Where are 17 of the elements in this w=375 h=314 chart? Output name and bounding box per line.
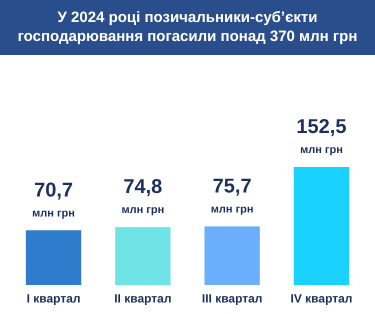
annotation: млн грн — [300, 144, 343, 156]
x-tick-label: IV квартал — [290, 292, 352, 306]
x-tick-label: II квартал — [114, 292, 172, 306]
bar — [204, 226, 260, 285]
annotation: млн грн — [32, 207, 75, 220]
data-label: 74,8 — [123, 176, 162, 198]
data-label: 70,7 — [34, 179, 74, 202]
data-label: 152,5 — [296, 116, 346, 138]
bar — [26, 230, 82, 285]
bar — [294, 167, 350, 285]
x-tick-label: III квартал — [202, 292, 262, 306]
annotation: млн грн — [210, 203, 254, 216]
annotation: млн грн — [121, 204, 164, 216]
chart-title: У 2024 році позичальники-суб’єкти господарювання погасили понад 370 млн грн — [0, 0, 375, 55]
x-tick-label: I квартал — [26, 292, 81, 306]
data-label: 75,7 — [212, 175, 252, 198]
bar — [115, 227, 171, 285]
